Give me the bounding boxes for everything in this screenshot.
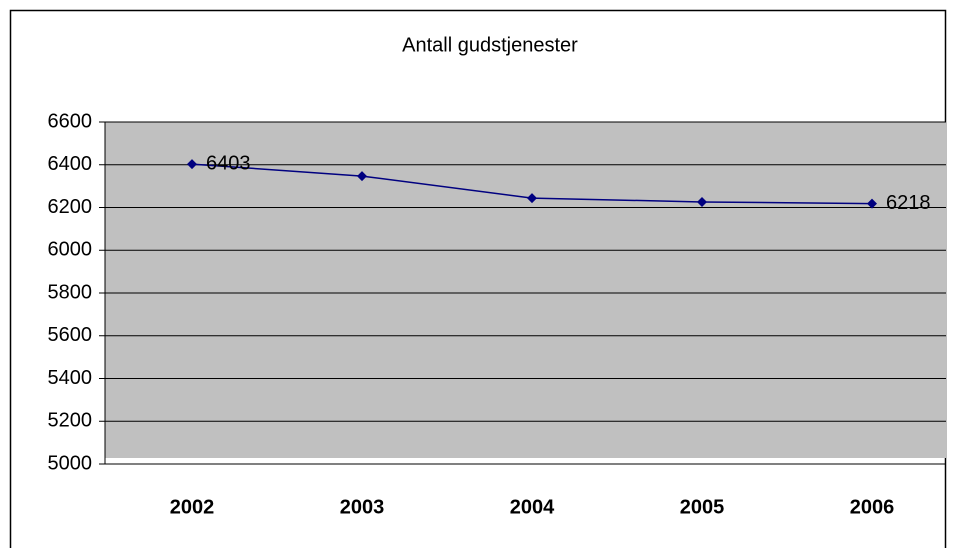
x-tick-label: 2002 (170, 496, 215, 518)
y-tick-label: 5200 (48, 410, 93, 432)
data-point (527, 193, 537, 204)
y-tick-label: 6600 (48, 110, 93, 132)
data-label: 6403 (206, 152, 251, 174)
x-tick-label: 2005 (680, 496, 725, 518)
y-tick-label: 5600 (48, 324, 93, 346)
y-tick-label: 5800 (48, 281, 93, 303)
y-tick-label: 6400 (48, 153, 93, 175)
x-tick-label: 2003 (340, 496, 385, 518)
y-tick-label: 5400 (48, 367, 93, 389)
plot-area (105, 122, 946, 458)
data-point (357, 171, 367, 182)
x-tick-label: 2006 (850, 496, 895, 518)
data-point (697, 196, 707, 207)
y-tick-label: 6200 (48, 196, 93, 218)
x-tick-label: 2004 (510, 496, 555, 518)
y-tick-label: 5000 (48, 452, 93, 474)
data-point (187, 159, 197, 170)
data-label: 6218 (886, 192, 931, 214)
chart-title: Antall gudstjenester (402, 34, 578, 56)
data-point (867, 198, 877, 209)
y-tick-label: 6000 (48, 239, 93, 261)
